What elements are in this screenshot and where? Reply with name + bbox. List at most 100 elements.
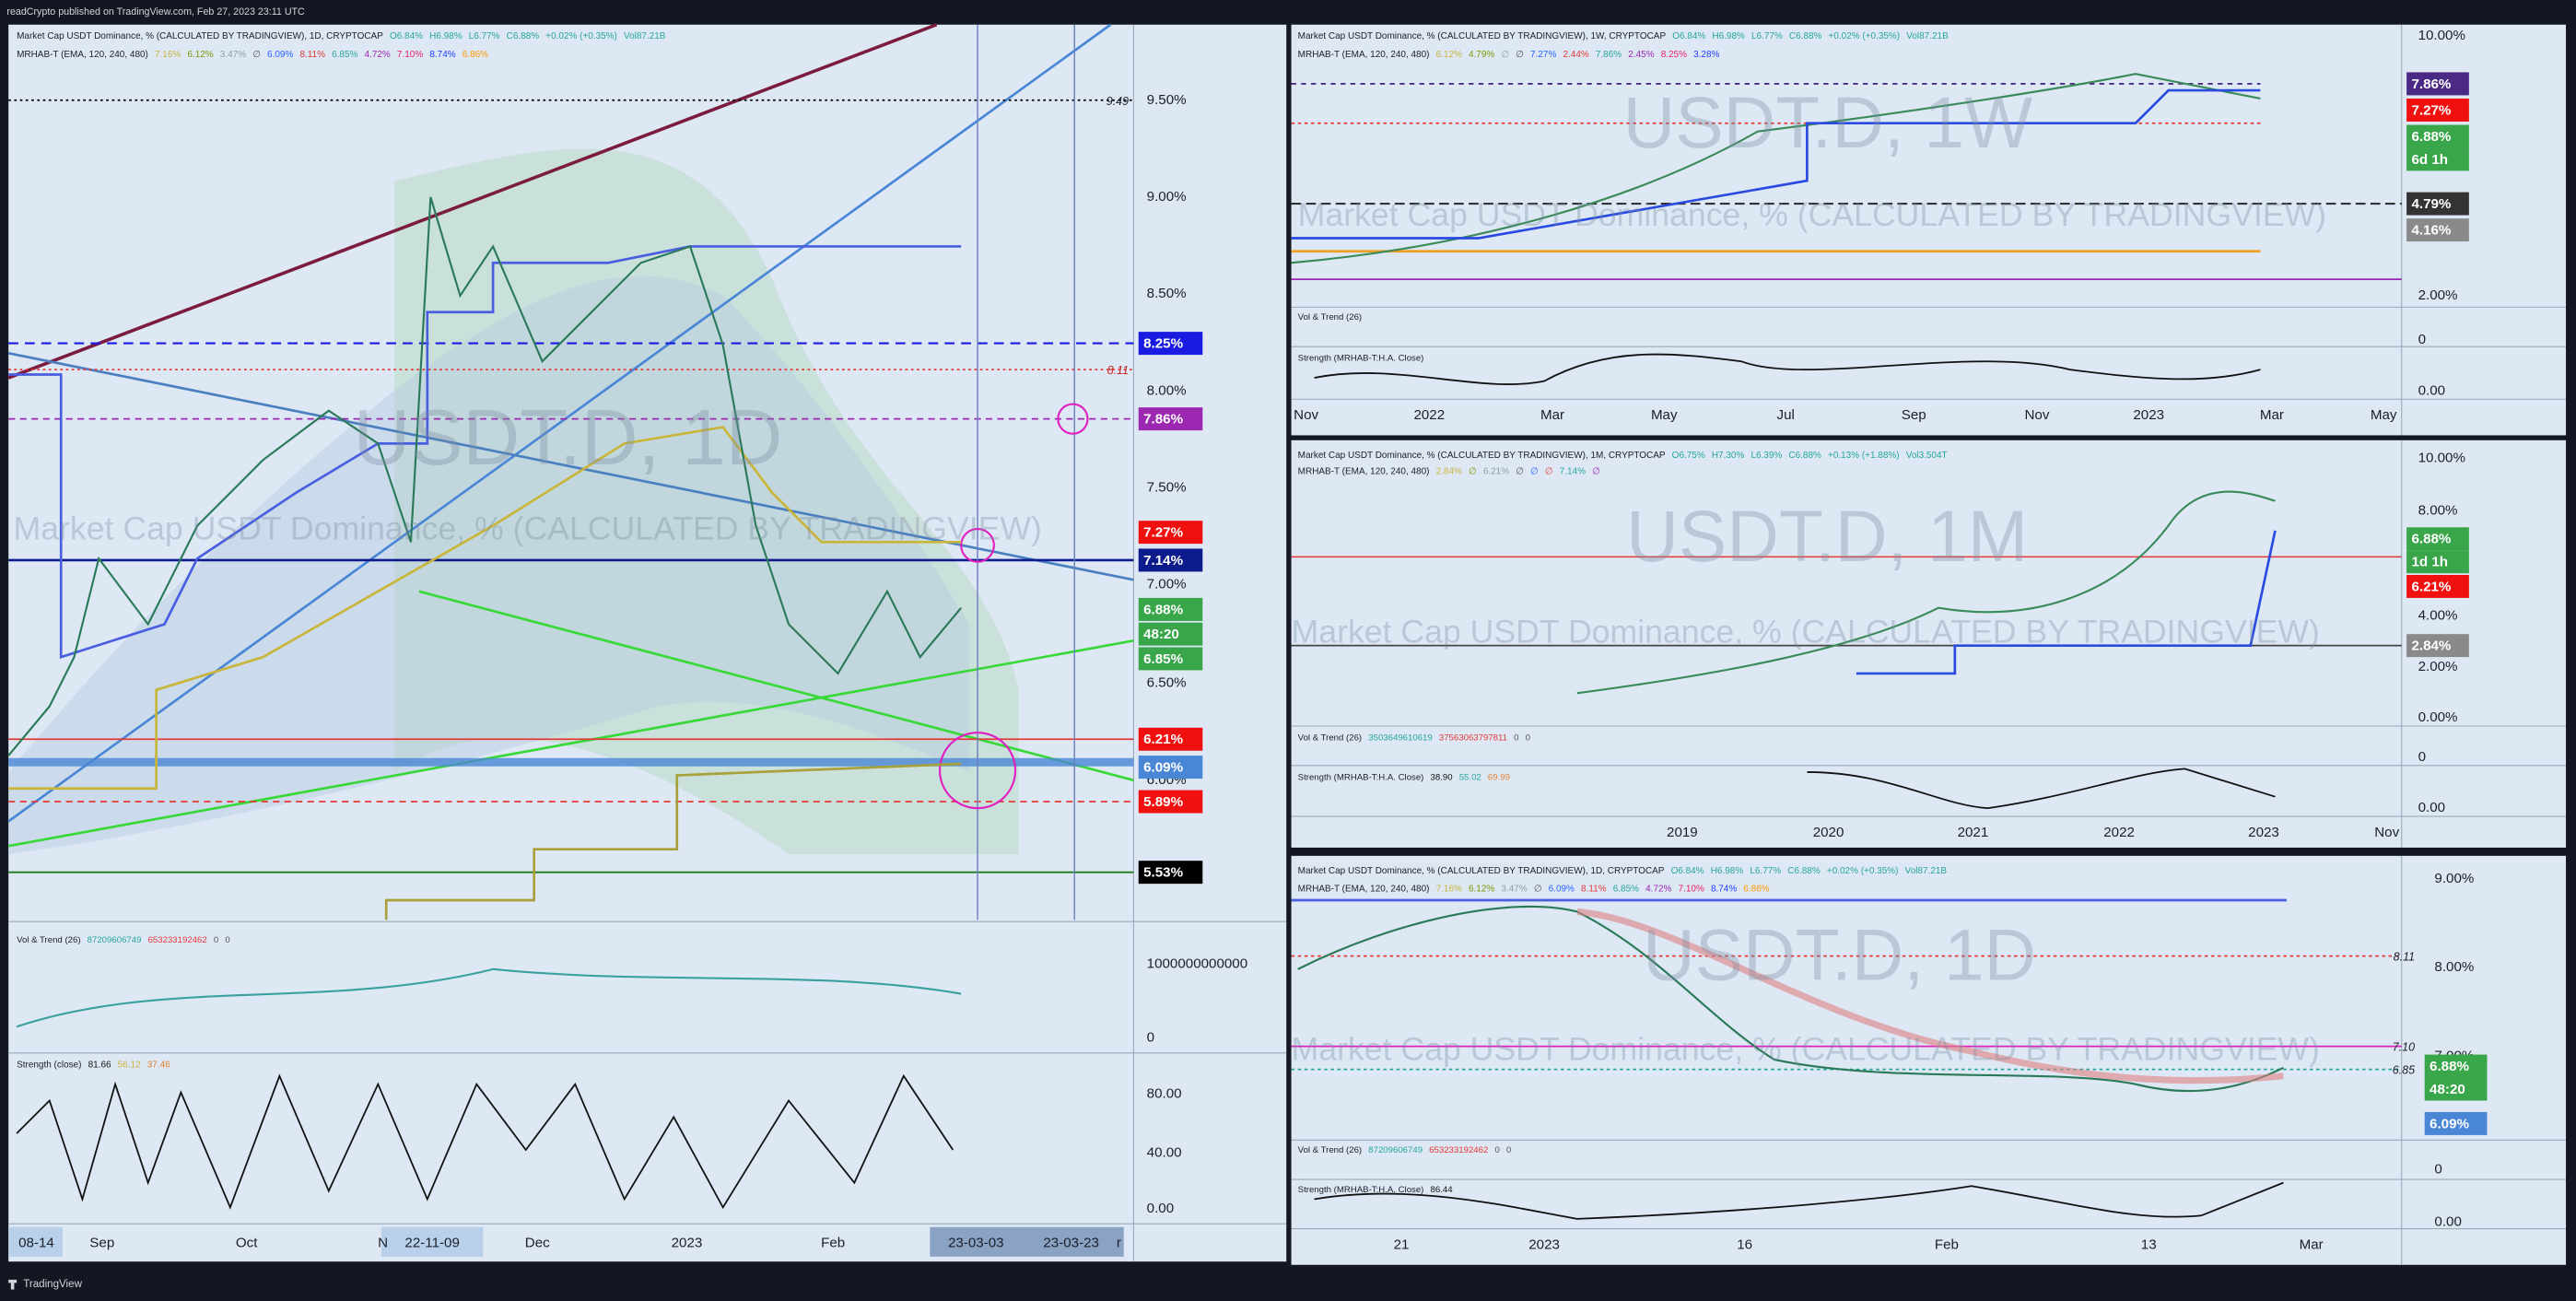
price-badge-bg	[2406, 98, 2469, 122]
legend-value: 653233192462	[148, 934, 207, 944]
legend: Strength (MRHAB-T:H.A. Close) 86.44	[1298, 1184, 1454, 1194]
price-axis-label: 9.00%	[2434, 871, 2474, 886]
strength-axis-label: 40.00	[1147, 1145, 1182, 1161]
price-axis-label: 0	[2418, 749, 2426, 765]
legend-value: 8.74%	[429, 49, 455, 59]
monthly-drawings	[1291, 490, 2402, 810]
legend-value: +0.13% (+1.88%)	[1828, 450, 1900, 460]
legend-title: MRHAB-T (EMA, 120, 240, 480)	[17, 49, 148, 59]
price-path	[1297, 905, 2284, 1093]
shadow-band	[8, 275, 970, 855]
legend-value: Vol3.504T	[1906, 450, 1948, 460]
legend-value: 8.11%	[299, 49, 325, 59]
pane-separators	[8, 24, 2567, 1265]
legend-value: 4.72%	[365, 49, 391, 59]
strength-line	[1314, 353, 2261, 385]
strength-line	[1807, 768, 2276, 810]
price-axis-label: 0.00	[2434, 1213, 2461, 1229]
legend-value: 6.12%	[1436, 49, 1462, 59]
price-path	[1576, 490, 2276, 695]
price-badge: 4.79%	[2411, 196, 2451, 212]
legend-value: 6.85%	[332, 49, 357, 59]
legend-value: 38.90	[1431, 772, 1453, 782]
price-badge: 6.88%	[2411, 532, 2451, 547]
legend-value: 3.47%	[1501, 884, 1527, 894]
price-axis-label: 8.50%	[1147, 286, 1187, 301]
time-axis-label: 2019	[1667, 825, 1698, 840]
legend: Strength (MRHAB-T:H.A. Close) 38.90 55.02 6…	[1298, 772, 1510, 782]
time-axis-label: Mar	[1540, 407, 1564, 423]
time-axis-label: N	[378, 1236, 388, 1251]
legend-value: 7.10%	[1679, 884, 1704, 894]
price-badge: 6.09%	[2430, 1116, 2469, 1131]
trend-line	[7, 23, 938, 380]
legend: Vol & Trend (26)	[1298, 312, 1362, 322]
brand-logo	[8, 1279, 18, 1290]
price-axis-label: 2.00%	[2418, 659, 2458, 674]
price-path	[7, 196, 963, 756]
legend-value: 7.27%	[1530, 49, 1556, 59]
legend-value: +0.02% (+0.35%)	[1829, 31, 1901, 41]
price-badge-bg	[1138, 647, 1203, 671]
time-axis-label: 2022	[1413, 407, 1445, 423]
price-axis-label: 4.00%	[2418, 608, 2458, 624]
legend-value: +0.02% (+0.35%)	[545, 31, 617, 41]
price-badge: 6d 1h	[2411, 152, 2448, 168]
legend-value: C6.88%	[1788, 450, 1821, 460]
time-axis-label: 2023	[2133, 407, 2164, 423]
price-axis-label: 7.50%	[1147, 480, 1187, 496]
price-axis-label: 0.00	[2418, 800, 2445, 815]
legend-value: 2.44%	[1563, 49, 1588, 59]
price-axis-label: 9.00%	[1147, 189, 1187, 205]
price-badge: 6.21%	[1143, 732, 1183, 747]
time-axis-label: 2023	[672, 1236, 703, 1251]
texts: readCrypto published on TradingView.com,…	[6, 6, 2488, 1290]
time-axis-label: 23-03-03	[948, 1236, 1004, 1251]
price-badge: 5.53%	[1143, 865, 1183, 881]
time-axis-label: Nov	[1294, 407, 1318, 423]
price-badge-bg	[1138, 332, 1203, 356]
price-badge-bg	[2406, 147, 2469, 171]
marker-circle	[938, 732, 1017, 810]
legend-value: ∅	[1469, 466, 1477, 476]
stair-line	[1856, 530, 2277, 675]
time-axis-label: Jul	[1777, 407, 1795, 423]
price-badge: 6.09%	[1143, 759, 1183, 775]
legend-value: 37563063797811	[1439, 733, 1507, 743]
price-badge: 7.14%	[1143, 553, 1183, 568]
price-badge: 48:20	[1143, 627, 1179, 642]
line-label: 6.85	[2393, 1064, 2415, 1077]
legend-value: 6.86%	[1743, 884, 1769, 894]
legend-value: L6.77%	[1751, 31, 1783, 41]
time-axis-label: 2023	[1528, 1237, 1560, 1252]
strength-line	[1314, 1181, 2284, 1220]
time-axis-label: 22-11-09	[404, 1236, 459, 1251]
time-axis-label: 08-14	[18, 1236, 54, 1251]
price-axis-label: 0.00	[2418, 382, 2445, 398]
legend-value: ∅	[252, 49, 261, 59]
volume-trend	[16, 967, 962, 1028]
legend-value: 8.74%	[1711, 884, 1737, 894]
time-highlight	[930, 1226, 1124, 1257]
legend: Vol & Trend (26) 87209606749 653233192462 0…	[17, 934, 230, 944]
legend-value: 0	[1526, 733, 1530, 743]
legend-value: 55.02	[1459, 772, 1481, 782]
legend-value: 3.47%	[220, 49, 246, 59]
legend-title: MRHAB-T (EMA, 120, 240, 480)	[1298, 884, 1430, 894]
watermark-name: Market Cap USDT Dominance, % (CALCULATED…	[1298, 196, 2326, 233]
legend-value: 6.12%	[187, 49, 213, 59]
volume-axis-label: 1000000000000	[1147, 956, 1247, 972]
time-axis-label: Feb	[1935, 1237, 1959, 1252]
price-badge-bg	[2406, 72, 2469, 96]
price-badge-bg	[1138, 548, 1203, 572]
legend: Market Cap USDT Dominance, % (CALCULATED…	[17, 31, 666, 41]
strength-axis-label: 0.00	[1147, 1201, 1174, 1216]
legend-value: 6.12%	[1469, 884, 1494, 894]
legend-value: ∅	[1545, 466, 1553, 476]
cloud-band	[394, 148, 1019, 855]
legend: MRHAB-T (EMA, 120, 240, 480) 7.16% 6.12% 3.…	[1298, 884, 1770, 894]
legend-value: H6.98%	[1711, 866, 1744, 876]
legend-value: ∅	[1516, 466, 1524, 476]
legend-value: 3.28%	[1693, 49, 1719, 59]
strength-line	[16, 1073, 954, 1210]
